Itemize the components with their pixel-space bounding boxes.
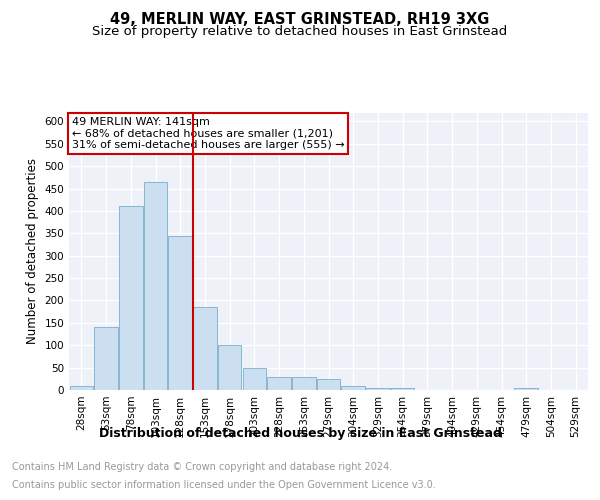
- Bar: [119, 206, 143, 390]
- Text: Size of property relative to detached houses in East Grinstead: Size of property relative to detached ho…: [92, 25, 508, 38]
- Bar: [144, 182, 167, 390]
- Text: Distribution of detached houses by size in East Grinstead: Distribution of detached houses by size …: [98, 428, 502, 440]
- Bar: [169, 236, 192, 390]
- Bar: [341, 386, 365, 390]
- Bar: [514, 388, 538, 390]
- Text: Contains public sector information licensed under the Open Government Licence v3: Contains public sector information licen…: [12, 480, 436, 490]
- Bar: [70, 386, 93, 390]
- Bar: [317, 379, 340, 390]
- Text: 49, MERLIN WAY, EAST GRINSTEAD, RH19 3XG: 49, MERLIN WAY, EAST GRINSTEAD, RH19 3XG: [110, 12, 490, 28]
- Bar: [366, 388, 389, 390]
- Bar: [391, 388, 415, 390]
- Bar: [218, 345, 241, 390]
- Bar: [193, 307, 217, 390]
- Bar: [268, 376, 291, 390]
- Text: 49 MERLIN WAY: 141sqm
← 68% of detached houses are smaller (1,201)
31% of semi-d: 49 MERLIN WAY: 141sqm ← 68% of detached …: [71, 116, 344, 150]
- Bar: [242, 368, 266, 390]
- Bar: [292, 376, 316, 390]
- Bar: [94, 328, 118, 390]
- Y-axis label: Number of detached properties: Number of detached properties: [26, 158, 39, 344]
- Text: Contains HM Land Registry data © Crown copyright and database right 2024.: Contains HM Land Registry data © Crown c…: [12, 462, 392, 472]
